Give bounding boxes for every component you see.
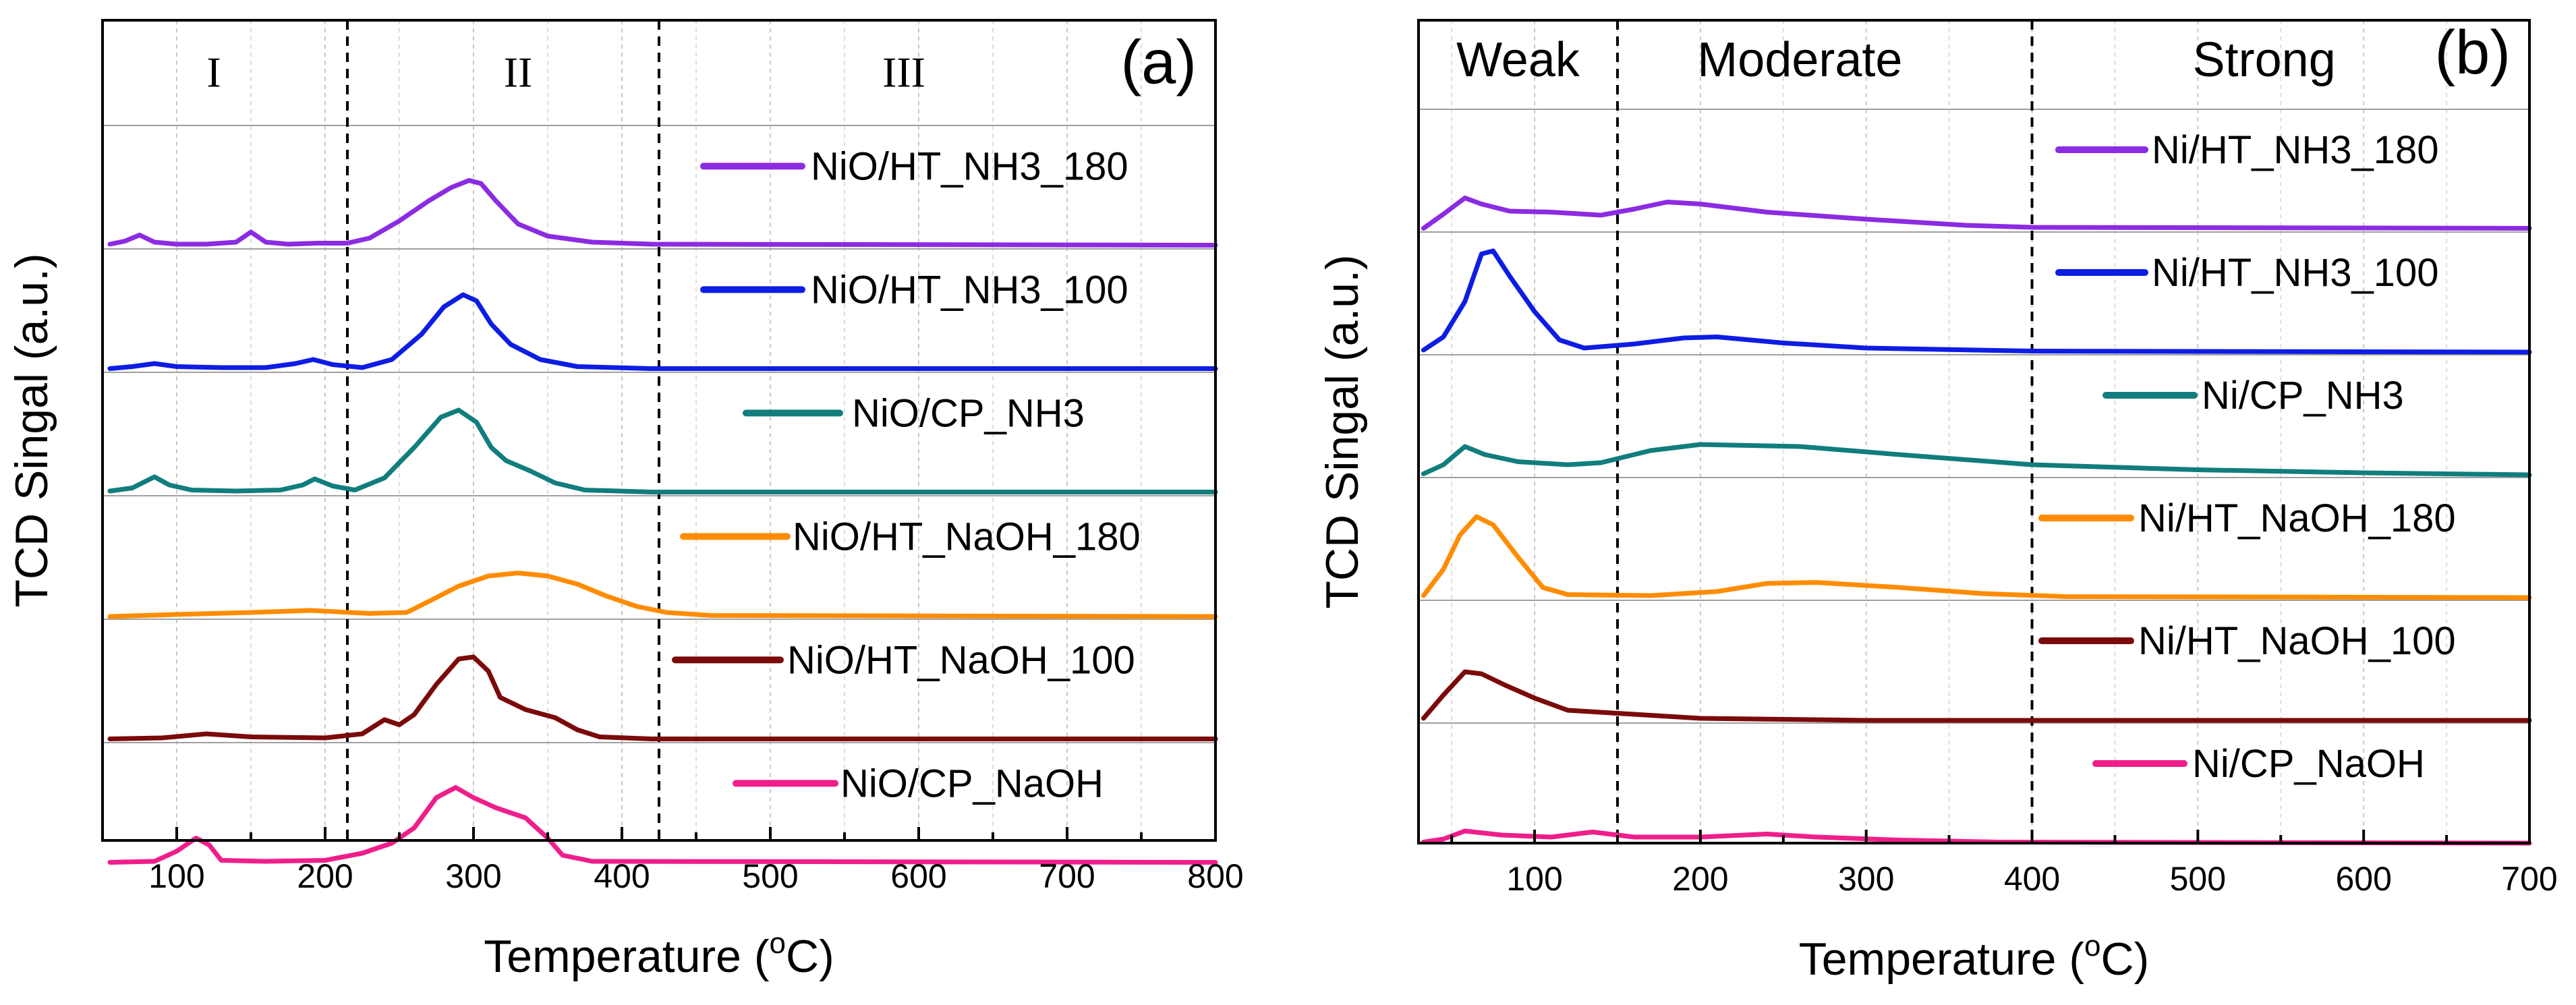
legend-label: Ni/HT_NH3_180 bbox=[2152, 128, 2439, 172]
x-tick-label: 500 bbox=[742, 857, 798, 895]
x-tick-label: 700 bbox=[1039, 857, 1095, 895]
x-tick-label: 100 bbox=[1506, 860, 1562, 898]
x-tick-label: 200 bbox=[297, 857, 353, 895]
x-tick-label: 400 bbox=[2004, 860, 2060, 898]
series-line bbox=[107, 292, 1218, 371]
legend-label: NiO/CP_NH3 bbox=[852, 391, 1085, 435]
series-line bbox=[107, 571, 1218, 619]
x-tick-label: 600 bbox=[890, 857, 946, 895]
panel-label: (b) bbox=[2435, 18, 2511, 87]
plot-frame bbox=[101, 19, 1217, 842]
x-tick-label: 500 bbox=[2170, 860, 2226, 898]
legend-label: NiO/HT_NH3_180 bbox=[811, 144, 1128, 188]
region-label: Strong bbox=[2193, 33, 2336, 87]
x-tick-label: 800 bbox=[1187, 857, 1243, 895]
region-label: Weak bbox=[1456, 33, 1580, 87]
legend-label: NiO/CP_NaOH bbox=[840, 762, 1104, 805]
series-line bbox=[107, 654, 1218, 741]
series-line bbox=[107, 178, 1218, 248]
plot-frame bbox=[1417, 19, 2531, 844]
series-line bbox=[1421, 514, 2532, 600]
panel-label: (a) bbox=[1121, 28, 1197, 97]
region-label: III bbox=[882, 48, 925, 96]
series-line bbox=[1421, 669, 2532, 723]
region-label: Moderate bbox=[1697, 33, 1902, 87]
x-tick-label: 700 bbox=[2501, 860, 2557, 898]
panel-b: Weak Moderate Strong (b) Ni/HT_NH3_180 Ni/HT_… bbox=[1317, 18, 2558, 985]
series-line bbox=[1421, 196, 2532, 231]
legend-label: Ni/HT_NaOH_100 bbox=[2138, 619, 2456, 663]
legend-label: Ni/CP_NH3 bbox=[2202, 374, 2404, 418]
x-axis-label: Temperature (oC) bbox=[1799, 929, 2150, 985]
x-tick-label: 300 bbox=[1838, 860, 1894, 898]
series-line bbox=[1421, 442, 2532, 478]
legend-label: NiO/HT_NaOH_100 bbox=[787, 638, 1135, 682]
y-axis-label: TCD Singal (a.u.) bbox=[6, 253, 57, 607]
region-label: I bbox=[206, 48, 221, 96]
x-tick-label: 200 bbox=[1672, 860, 1728, 898]
legend-label: Ni/CP_NaOH bbox=[2192, 742, 2425, 786]
panel-a: I II III (a)NiO/HT_NH3_180NiO/HT_NH3_100NiO… bbox=[6, 19, 1244, 982]
series-line bbox=[1421, 828, 2532, 846]
legend-label: Ni/HT_NaOH_180 bbox=[2138, 496, 2456, 540]
x-axis-label: Temperature (oC) bbox=[484, 927, 834, 982]
x-tick-label: 100 bbox=[148, 857, 204, 895]
legend-label: NiO/HT_NH3_100 bbox=[811, 268, 1128, 312]
series-line bbox=[107, 407, 1218, 494]
x-tick-label: 400 bbox=[594, 857, 650, 895]
legend-label: Ni/HT_NH3_100 bbox=[2152, 251, 2439, 295]
x-tick-label: 600 bbox=[2335, 860, 2391, 898]
x-tick-label: 300 bbox=[445, 857, 501, 895]
series-line bbox=[1421, 248, 2532, 355]
region-label: II bbox=[504, 48, 533, 96]
legend-label: NiO/HT_NaOH_180 bbox=[793, 515, 1141, 558]
y-axis-label: TCD Singal (a.u.) bbox=[1317, 254, 1368, 608]
